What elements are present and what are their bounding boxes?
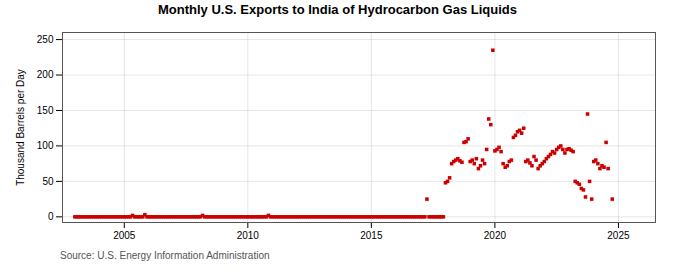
html-text:Source: U.S. Energy Informatio: Source: U.S. Energy Information Administ… xyxy=(60,250,270,261)
html-text:Monthly U.S. Exports to India: Monthly U.S. Exports to India of Hydroca… xyxy=(158,2,517,17)
svg-text:0: 0 xyxy=(48,211,54,222)
svg-text:50: 50 xyxy=(42,176,54,187)
svg-text:100: 100 xyxy=(37,140,54,151)
svg-text:2020: 2020 xyxy=(484,230,507,241)
svg-text:2005: 2005 xyxy=(113,230,136,241)
svg-text:250: 250 xyxy=(37,34,54,45)
svg-text:2025: 2025 xyxy=(607,230,630,241)
svg-text:200: 200 xyxy=(37,69,54,80)
svg-text:150: 150 xyxy=(37,105,54,116)
svg-text:2010: 2010 xyxy=(237,230,260,241)
svg-text:Thousand Barrels per Day: Thousand Barrels per Day xyxy=(15,69,26,186)
svg-text:2015: 2015 xyxy=(360,230,383,241)
